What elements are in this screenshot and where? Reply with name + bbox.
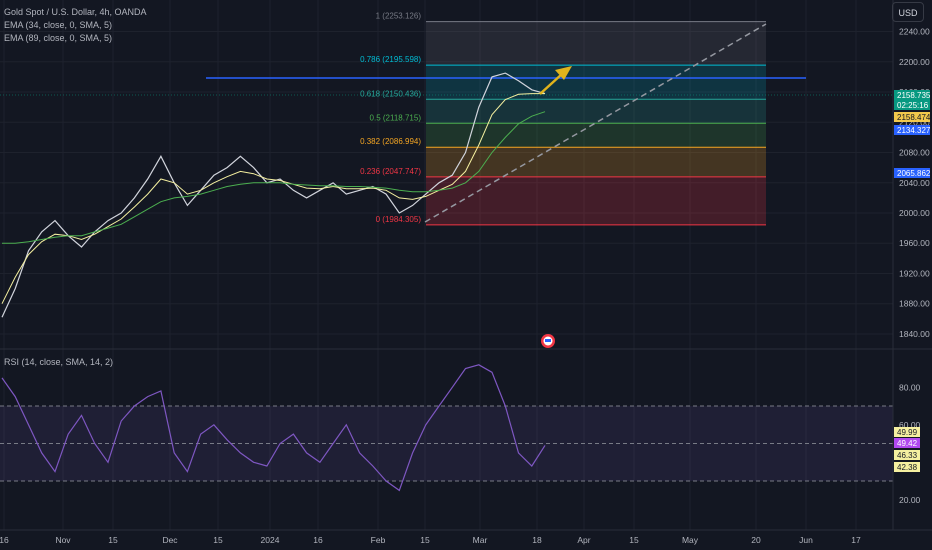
price-tick-label: 1840.00 <box>899 329 930 339</box>
time-tick-label: Jun <box>799 535 813 545</box>
fib-level-label: 0 (1984.305) <box>376 215 422 224</box>
price-line <box>1 72 546 318</box>
ema34-legend[interactable]: EMA (34, close, 0, SMA, 5) <box>4 20 113 30</box>
ema89-line <box>2 111 546 244</box>
fib-level-label: 0.786 (2195.598) <box>360 55 421 64</box>
rsi-line <box>1 364 546 492</box>
fibonacci-retracement[interactable] <box>426 21 766 226</box>
time-tick-label: 15 <box>629 535 639 545</box>
currency-button[interactable]: USD <box>892 2 924 22</box>
trend-line-dashed[interactable] <box>424 23 767 223</box>
time-tick-label: Nov <box>55 535 71 545</box>
time-tick-label: 20 <box>751 535 761 545</box>
time-tick-label: 2024 <box>261 535 280 545</box>
price-scale-label <box>894 100 930 110</box>
price-tick-label: 2040.00 <box>899 178 930 188</box>
rsi-tick-label: 80.00 <box>899 382 921 392</box>
fib-zone <box>426 147 766 177</box>
fib-level-label: 1 (2253.126) <box>376 12 422 21</box>
price-tick-label: 2120.00 <box>899 117 930 127</box>
price-tick-label: 1880.00 <box>899 299 930 309</box>
time-tick-label: 15 <box>108 535 118 545</box>
fib-level-label: 0.382 (2086.994) <box>360 137 421 146</box>
forecast-arrow[interactable] <box>539 73 563 95</box>
rsi-scale-label-text: 49.99 <box>897 428 918 437</box>
rsi-legend[interactable]: RSI (14, close, SMA, 14, 2) <box>4 357 114 367</box>
fib-level-label: 0.618 (2150.436) <box>360 89 421 98</box>
fib-zone <box>426 176 766 225</box>
ema89-legend[interactable]: EMA (89, close, 0, SMA, 5) <box>4 33 113 43</box>
fib-zone <box>426 21 766 66</box>
time-tick-label: Feb <box>371 535 386 545</box>
fib-zone <box>426 99 766 124</box>
grid-lines <box>0 0 893 530</box>
rsi-scale-label <box>894 438 920 448</box>
price-scale-label-text: 2065.862 <box>897 169 931 178</box>
price-tick-label: 2080.00 <box>899 148 930 158</box>
time-axis[interactable]: 16 Nov 15 Dec 15 2024 16 Feb 15 Mar 18 Apr 15 May 20 Ju… <box>0 535 861 545</box>
price-scale-label <box>894 125 930 135</box>
price-scale-label-text: 2158.735 <box>897 91 931 100</box>
fibonacci-labels: 1 (2253.126) 0.786 (2195.598) 0.618 (2150.… <box>360 12 421 224</box>
time-tick-label: 15 <box>420 535 430 545</box>
price-tick-label: 2240.00 <box>899 27 930 37</box>
rsi-scale-label-text: 42.38 <box>897 463 918 472</box>
price-tick-label: 2200.00 <box>899 57 930 67</box>
price-scale-label <box>894 168 930 178</box>
rsi-scale-label <box>894 427 920 437</box>
symbol-title[interactable]: Gold Spot / U.S. Dollar, 4h, OANDA <box>4 7 147 17</box>
price-tick-label: 1920.00 <box>899 268 930 278</box>
time-tick-label: Mar <box>473 535 488 545</box>
forecast-arrow-head <box>555 66 572 80</box>
fib-level-label: 0.236 (2047.747) <box>360 167 421 176</box>
time-tick-label: 16 <box>313 535 323 545</box>
price-scale-label-text: 02:25:16 <box>897 101 929 110</box>
price-tick-label: 2000.00 <box>899 208 930 218</box>
time-tick-label: 18 <box>532 535 542 545</box>
price-tick-label: 1960.00 <box>899 238 930 248</box>
rsi-tick-label: 20.00 <box>899 495 921 505</box>
fib-zone <box>426 65 766 100</box>
price-scale-label-text: 2134.327 <box>897 126 931 135</box>
price-scale-label <box>894 112 930 122</box>
time-tick-label: Apr <box>577 535 590 545</box>
rsi-scale-label <box>894 462 920 472</box>
price-scale-label <box>894 90 930 100</box>
price-series <box>1 72 546 318</box>
tradingview-logo[interactable] <box>541 334 555 348</box>
fib-zone <box>426 123 766 148</box>
time-tick-label: Dec <box>162 535 178 545</box>
rsi-axis[interactable]: 80.00 60.00 20.00 <box>899 382 921 505</box>
time-tick-label: 15 <box>213 535 223 545</box>
rsi-scale-label-text: 46.33 <box>897 451 918 460</box>
fib-level-label: 0.5 (2118.715) <box>370 113 422 122</box>
price-axis[interactable]: 2240.002200.002160.002120.002080.002040.… <box>899 27 930 339</box>
time-tick-label: 17 <box>851 535 861 545</box>
rsi-scale-label <box>894 450 920 460</box>
time-tick-label: May <box>682 535 699 545</box>
rsi-tick-label: 60.00 <box>899 420 921 430</box>
time-tick-label: 16 <box>0 535 9 545</box>
price-scale-label-text: 2158.474 <box>897 113 931 122</box>
ema34-line <box>1 93 545 304</box>
rsi-scale-label-text: 49.42 <box>897 439 918 448</box>
rsi-pane <box>0 364 893 492</box>
